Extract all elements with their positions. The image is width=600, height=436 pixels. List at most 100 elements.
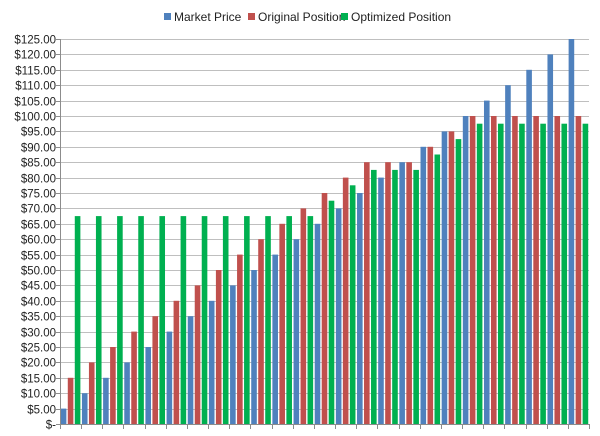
bar-original-position bbox=[342, 177, 349, 424]
bar-original-position bbox=[152, 316, 159, 424]
bar-original-position bbox=[512, 116, 518, 424]
bar-original-position bbox=[215, 270, 222, 424]
bar-original-position bbox=[131, 331, 137, 424]
bar-optimized-position bbox=[349, 185, 356, 424]
bar-original-position bbox=[575, 116, 582, 424]
bar-optimized-position bbox=[159, 216, 166, 424]
bar-original-position bbox=[427, 146, 434, 425]
bar-market-price bbox=[81, 393, 88, 424]
y-tick-label: $25.00 bbox=[21, 343, 56, 355]
y-tick-label: $115.00 bbox=[15, 66, 56, 78]
legend-label: Original Position bbox=[258, 10, 345, 24]
bar-optimized-position bbox=[286, 216, 292, 424]
bar-original-position bbox=[300, 208, 307, 424]
bar-optimized-position bbox=[434, 154, 441, 424]
bar-optimized-position bbox=[476, 123, 483, 424]
bar-original-position bbox=[469, 116, 476, 424]
bar-original-position bbox=[279, 223, 285, 424]
bars bbox=[60, 39, 589, 425]
bar-optimized-position bbox=[392, 169, 398, 424]
y-tick-label: $75.00 bbox=[21, 189, 56, 201]
bar-original-position bbox=[364, 162, 370, 424]
bar-optimized-position bbox=[244, 216, 250, 424]
legend-item-optimized-position: Optimized Position bbox=[341, 10, 451, 24]
bar-original-position bbox=[533, 116, 539, 424]
bar-original-position bbox=[490, 116, 497, 424]
bar-market-price bbox=[60, 408, 67, 424]
bar-original-position bbox=[448, 131, 455, 424]
bar-original-position bbox=[385, 162, 391, 424]
legend-swatch bbox=[164, 13, 171, 20]
bar-market-price bbox=[441, 131, 448, 424]
bar-optimized-position bbox=[307, 216, 314, 424]
y-tick-label: $80.00 bbox=[21, 174, 56, 186]
bar-market-price bbox=[103, 377, 109, 424]
bar-market-price bbox=[272, 254, 278, 424]
bar-original-position bbox=[67, 377, 74, 424]
y-axis-tick-labels: $- $5.00 $10.00 $15.00 $20.00 $25.00 $30.00 $35… bbox=[14, 35, 56, 432]
y-tick-label: $65.00 bbox=[21, 220, 56, 232]
bar-market-price bbox=[420, 146, 427, 425]
bar-optimized-position bbox=[540, 123, 546, 424]
y-tick-label: $125.00 bbox=[14, 35, 56, 47]
y-tick-label: $85.00 bbox=[21, 158, 56, 170]
bar-optimized-position bbox=[201, 216, 208, 424]
legend-label: Optimized Position bbox=[351, 10, 451, 24]
bar-optimized-position bbox=[519, 123, 525, 424]
bar-original-position bbox=[110, 347, 116, 424]
bar-optimized-position bbox=[265, 216, 271, 424]
axes bbox=[56, 39, 590, 429]
bar-optimized-position bbox=[180, 216, 187, 424]
bar-market-price bbox=[293, 239, 300, 424]
y-tick-label: $90.00 bbox=[21, 143, 56, 155]
bar-optimized-position bbox=[455, 139, 462, 424]
y-tick-label: $45.00 bbox=[21, 281, 56, 293]
bar-optimized-position bbox=[371, 169, 377, 424]
bar-market-price bbox=[399, 162, 405, 424]
legend-label: Market Price bbox=[174, 10, 242, 24]
legend: Market Price Original Position Optimized P… bbox=[164, 10, 451, 24]
y-tick-label: $105.00 bbox=[14, 97, 56, 109]
y-tick-label: $55.00 bbox=[21, 251, 56, 263]
y-tick-label: $- bbox=[46, 420, 56, 432]
bar-original-position bbox=[173, 300, 180, 424]
bar-market-price bbox=[251, 270, 257, 424]
bar-original-position bbox=[194, 285, 201, 424]
y-tick-label: $30.00 bbox=[21, 328, 56, 340]
bar-market-price bbox=[208, 300, 215, 424]
y-tick-label: $70.00 bbox=[21, 204, 56, 216]
bar-optimized-position bbox=[561, 123, 568, 424]
bar-optimized-position bbox=[95, 216, 102, 424]
bar-market-price bbox=[462, 116, 469, 424]
bar-market-price bbox=[314, 223, 321, 424]
legend-item-original-position: Original Position bbox=[248, 10, 345, 24]
bar-optimized-position bbox=[74, 216, 81, 424]
y-tick-label: $40.00 bbox=[21, 297, 56, 309]
y-tick-label: $120.00 bbox=[14, 50, 56, 62]
legend-swatch bbox=[341, 13, 348, 20]
bar-optimized-position bbox=[497, 123, 504, 424]
legend-item-market-price: Market Price bbox=[164, 10, 242, 24]
bar-market-price bbox=[124, 362, 130, 424]
y-tick-label: $35.00 bbox=[21, 312, 56, 324]
bar-original-position bbox=[406, 162, 412, 424]
bar-optimized-position bbox=[222, 216, 229, 424]
bar-original-position bbox=[88, 362, 95, 424]
y-tick-label: $100.00 bbox=[14, 112, 56, 124]
y-tick-label: $110.00 bbox=[15, 81, 56, 93]
bar-market-price bbox=[230, 285, 236, 424]
bar-optimized-position bbox=[413, 169, 419, 424]
y-tick-label: $95.00 bbox=[21, 127, 56, 139]
bar-market-price bbox=[483, 100, 490, 424]
bar-market-price bbox=[378, 177, 384, 424]
bar-optimized-position bbox=[117, 216, 123, 424]
y-tick-label: $5.00 bbox=[27, 405, 56, 417]
bar-market-price bbox=[526, 69, 532, 425]
bar-original-position bbox=[237, 254, 243, 424]
bar-market-price bbox=[335, 208, 342, 424]
bar-market-price bbox=[357, 193, 363, 424]
y-tick-label: $50.00 bbox=[21, 266, 56, 278]
bar-market-price bbox=[166, 331, 173, 424]
